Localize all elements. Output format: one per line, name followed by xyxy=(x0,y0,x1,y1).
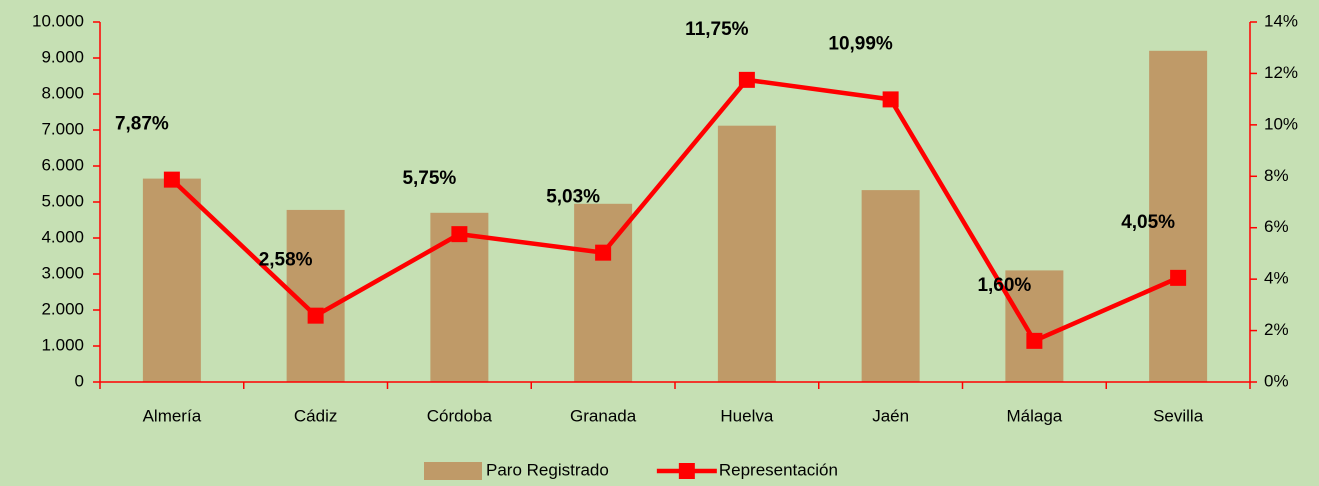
data-label: 5,03% xyxy=(546,187,600,208)
data-label: 11,75% xyxy=(685,19,748,40)
x-tick-label: Cádiz xyxy=(294,406,337,425)
x-tick-label: Huelva xyxy=(720,406,773,425)
bar xyxy=(717,125,776,383)
y2-tick-label: 14% xyxy=(1264,11,1298,30)
x-tick-label: Jaén xyxy=(872,406,909,425)
y-tick-label: 10.000 xyxy=(32,11,84,30)
y2-tick-label: 12% xyxy=(1264,63,1298,82)
bar xyxy=(861,190,920,382)
y-tick-label: 7.000 xyxy=(41,119,84,138)
x-tick-label: Almería xyxy=(143,406,202,425)
marker xyxy=(451,226,468,243)
legend-marker xyxy=(678,463,695,479)
y2-tick-label: 8% xyxy=(1264,166,1289,185)
x-tick-label: Sevilla xyxy=(1153,406,1204,425)
y-tick-label: 0 xyxy=(75,371,84,390)
marker xyxy=(738,71,755,88)
x-tick-label: Málaga xyxy=(1006,406,1062,425)
y2-tick-label: 2% xyxy=(1264,320,1289,339)
y-tick-label: 9.000 xyxy=(41,47,84,66)
marker xyxy=(595,244,612,261)
y-tick-label: 8.000 xyxy=(41,83,84,102)
bar xyxy=(1005,270,1064,382)
bar xyxy=(142,178,201,382)
legend-swatch xyxy=(424,462,482,480)
marker xyxy=(1170,269,1187,286)
legend-label: Representación xyxy=(719,460,838,479)
marker xyxy=(1026,332,1043,349)
bar xyxy=(1149,50,1208,383)
y-tick-label: 6.000 xyxy=(41,155,84,174)
x-tick-label: Granada xyxy=(570,406,637,425)
y-tick-label: 4.000 xyxy=(41,227,84,246)
bar xyxy=(574,203,633,382)
legend-label: Paro Registrado xyxy=(486,460,609,479)
data-label: 1,60% xyxy=(977,275,1031,296)
data-label: 5,75% xyxy=(402,168,456,189)
marker xyxy=(307,307,324,324)
x-tick-label: Córdoba xyxy=(427,406,493,425)
data-label: 2,58% xyxy=(259,250,313,271)
marker xyxy=(882,91,899,108)
data-label: 7,87% xyxy=(115,114,169,135)
y-tick-label: 5.000 xyxy=(41,191,84,210)
line xyxy=(170,77,1180,344)
data-label: 10,99% xyxy=(828,33,893,54)
y2-tick-label: 0% xyxy=(1264,371,1289,390)
y2-tick-label: 6% xyxy=(1264,217,1289,236)
y2-tick-label: 4% xyxy=(1264,269,1289,288)
marker xyxy=(163,171,180,188)
y-tick-label: 2.000 xyxy=(41,299,84,318)
y2-tick-label: 10% xyxy=(1264,114,1298,133)
y-tick-label: 3.000 xyxy=(41,263,84,282)
y-tick-label: 1.000 xyxy=(41,335,84,354)
data-label: 4,05% xyxy=(1121,212,1175,233)
